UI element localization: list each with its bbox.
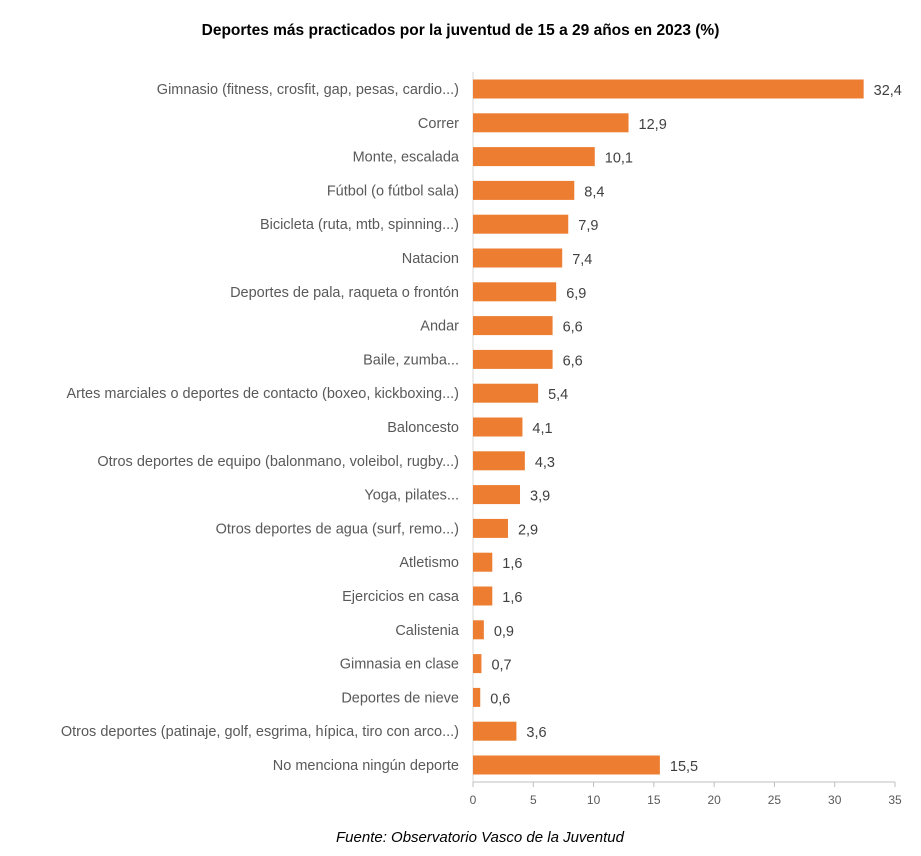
bar	[473, 620, 484, 640]
bar	[473, 282, 557, 302]
x-tick-label: 5	[530, 793, 537, 807]
data-label: 0,9	[494, 624, 514, 640]
x-tick-label: 10	[587, 793, 601, 807]
category-label: Correr	[418, 116, 459, 132]
data-label: 7,9	[578, 218, 598, 234]
data-label: 6,6	[563, 353, 583, 369]
data-label: 3,6	[526, 725, 546, 741]
category-label: Monte, escalada	[353, 150, 460, 166]
category-label: Andar	[420, 319, 459, 335]
chart-title: Deportes más practicados por la juventud…	[201, 22, 720, 39]
data-label: 5,4	[548, 387, 568, 403]
category-label: Artes marciales o deportes de contacto (…	[67, 386, 460, 402]
bar	[473, 248, 563, 268]
bar	[473, 721, 517, 741]
data-label: 32,4	[874, 83, 902, 99]
category-label: No menciona ningún deporte	[273, 758, 459, 774]
bar	[473, 383, 539, 403]
x-tick-label: 35	[888, 793, 902, 807]
data-label: 1,6	[502, 556, 522, 572]
category-label: Calistenia	[395, 623, 460, 639]
data-label: 0,6	[490, 691, 510, 707]
bar	[473, 79, 864, 99]
bar	[473, 518, 508, 538]
data-label: 8,4	[584, 184, 604, 200]
x-tick-label: 20	[707, 793, 721, 807]
category-label: Otros deportes de equipo (balonmano, vol…	[97, 454, 459, 470]
bar	[473, 755, 660, 775]
data-label: 4,3	[535, 455, 555, 471]
category-label: Natacion	[402, 251, 459, 267]
bar	[473, 552, 493, 572]
bar	[473, 687, 481, 707]
category-label: Deportes de nieve	[341, 690, 459, 706]
data-label: 6,6	[563, 320, 583, 336]
category-label: Otros deportes (patinaje, golf, esgrima,…	[61, 724, 459, 740]
bar	[473, 214, 569, 234]
x-tick-label: 15	[647, 793, 661, 807]
category-label: Atletismo	[399, 555, 459, 571]
category-label: Baile, zumba...	[363, 352, 459, 368]
data-label: 4,1	[532, 421, 552, 437]
bar	[473, 349, 553, 369]
bar	[473, 147, 595, 167]
category-label: Otros deportes de agua (surf, remo...)	[216, 521, 459, 537]
data-label: 0,7	[491, 658, 511, 674]
bar	[473, 451, 525, 471]
bar-chart: Gimnasio (fitness, crosfit, gap, pesas, …	[61, 72, 902, 807]
data-label: 6,9	[566, 286, 586, 302]
bar	[473, 180, 575, 200]
bar	[473, 586, 493, 606]
category-label: Yoga, pilates...	[364, 488, 459, 504]
data-label: 7,4	[572, 252, 592, 268]
bar	[473, 485, 521, 505]
bar	[473, 316, 553, 336]
data-label: 10,1	[605, 151, 633, 167]
category-label: Bicicleta (ruta, mtb, spinning...)	[260, 217, 459, 233]
category-label: Ejercicios en casa	[342, 589, 460, 605]
data-label: 1,6	[502, 590, 522, 606]
data-label: 3,9	[530, 489, 550, 505]
data-label: 12,9	[639, 117, 667, 133]
data-label: 15,5	[670, 759, 698, 775]
category-label: Gimnasio (fitness, crosfit, gap, pesas, …	[157, 82, 459, 98]
bar	[473, 113, 629, 133]
x-tick-label: 0	[470, 793, 477, 807]
x-tick-label: 30	[828, 793, 842, 807]
category-label: Deportes de pala, raqueta o frontón	[230, 285, 459, 301]
category-label: Baloncesto	[387, 420, 459, 436]
bar	[473, 654, 482, 674]
category-label: Gimnasia en clase	[340, 657, 459, 673]
chart-source: Fuente: Observatorio Vasco de la Juventu…	[336, 829, 624, 846]
category-label: Fútbol (o fútbol sala)	[327, 183, 459, 199]
data-label: 2,9	[518, 522, 538, 538]
x-tick-label: 25	[768, 793, 782, 807]
bar	[473, 417, 523, 437]
